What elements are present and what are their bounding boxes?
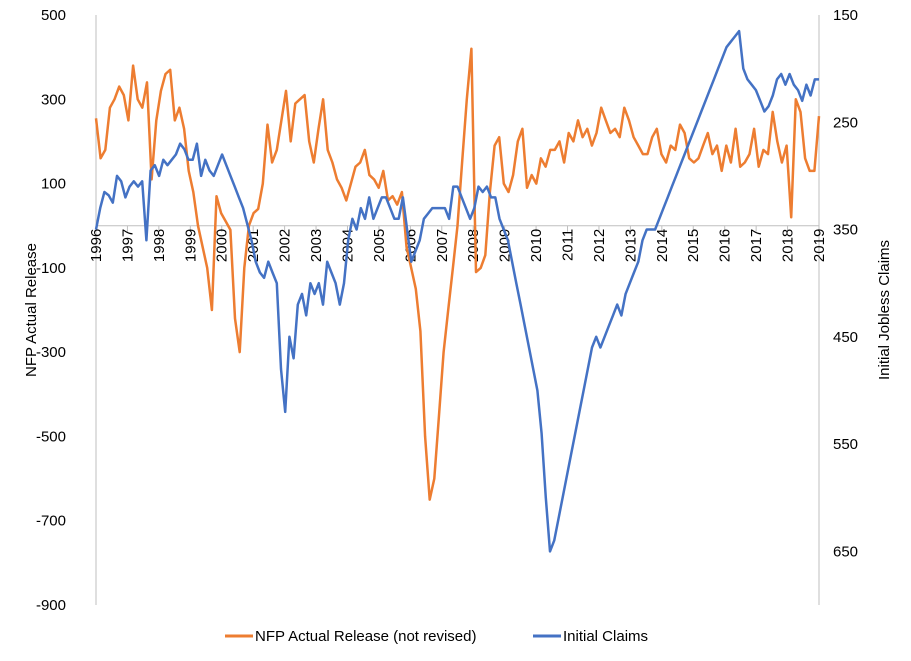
x-tick-label: 2000: [214, 229, 231, 262]
right-tick-label: 150: [833, 7, 858, 24]
x-tick-label: 2008: [465, 229, 482, 262]
right-y-axis: 150 250 350 450 550 650: [818, 7, 858, 605]
x-tick-label: 2003: [308, 229, 325, 262]
x-tick-label: 2015: [685, 229, 702, 262]
x-tick-label: 1998: [151, 229, 168, 262]
right-tick-label: 450: [833, 329, 858, 346]
x-tick-label: 2018: [780, 229, 797, 262]
x-tick-label: 2012: [591, 229, 608, 262]
x-tick-label: 2007: [434, 229, 451, 262]
right-tick-label: 250: [833, 114, 858, 131]
x-tick-label: 2017: [748, 229, 765, 262]
left-tick-label: -500: [36, 428, 66, 445]
x-tick-label: 2002: [277, 229, 294, 262]
x-tick-label: 1999: [182, 229, 199, 262]
right-axis-title: Initial Jobless Claims: [876, 240, 893, 380]
left-tick-label: -700: [36, 513, 66, 530]
series-line-nfp: [94, 47, 821, 501]
x-tick-label: 1997: [119, 229, 136, 262]
left-tick-label: -100: [36, 260, 66, 277]
series-layer: [94, 29, 821, 553]
x-tick-label: 2010: [528, 229, 545, 262]
x-tick-label: 2014: [654, 229, 671, 262]
right-tick-label: 350: [833, 222, 858, 239]
legend-label-nfp: NFP Actual Release (not revised): [255, 628, 477, 645]
left-tick-label: -900: [36, 597, 66, 614]
x-tick-label: 2011: [560, 229, 577, 261]
left-y-axis: 500 300 100 -100 -300 -500 -700 -900: [36, 7, 97, 614]
right-tick-label: 650: [833, 543, 858, 560]
legend-label-claims: Initial Claims: [563, 628, 648, 645]
x-tick-label: 2019: [811, 229, 828, 262]
left-tick-label: -300: [36, 344, 66, 361]
left-axis-title: NFP Actual Release: [23, 243, 40, 377]
series-line-initial-claims: [94, 29, 819, 553]
left-tick-label: 300: [41, 91, 66, 108]
x-axis: 1996 1997 1998 1999 2000 2001 2002 2003 2004 2005…: [88, 225, 828, 262]
left-tick-label: 100: [41, 176, 66, 193]
right-tick-label: 550: [833, 436, 858, 453]
x-tick-label: 1996: [88, 229, 105, 262]
x-tick-label: 2005: [371, 229, 388, 262]
x-tick-label: 2016: [717, 229, 734, 262]
legend: NFP Actual Release (not revised) Initial…: [225, 628, 648, 645]
x-tick-label: 2013: [622, 229, 639, 262]
left-tick-label: 500: [41, 7, 66, 24]
